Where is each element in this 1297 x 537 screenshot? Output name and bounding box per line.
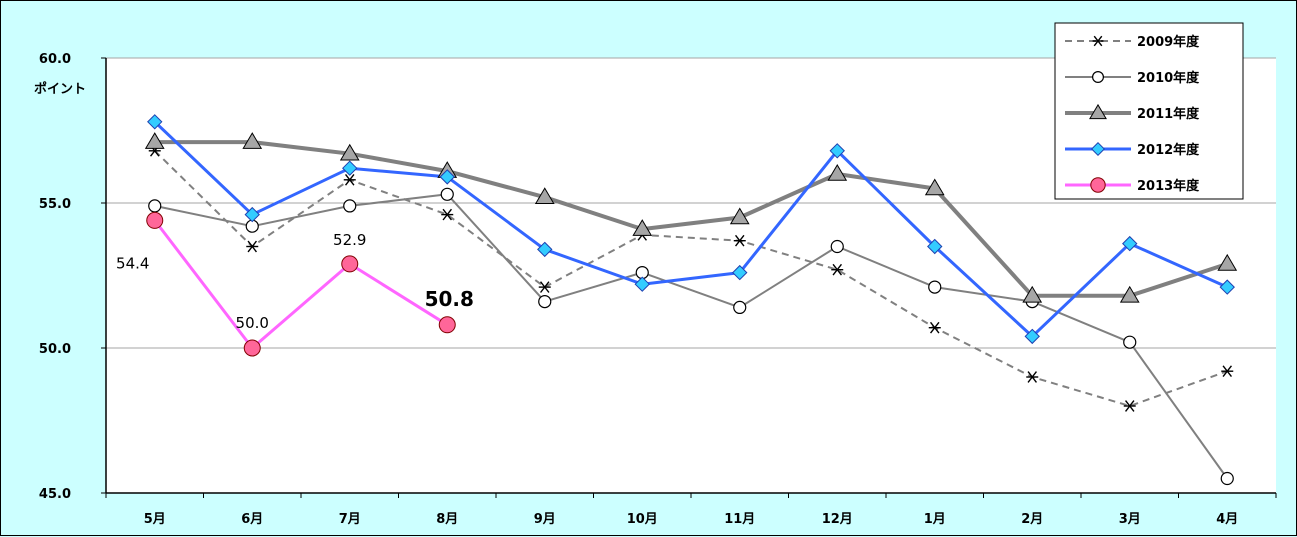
data-point — [927, 238, 943, 255]
legend-marker — [1090, 141, 1106, 157]
x-tick-label: 1月 — [924, 512, 946, 527]
data-point — [829, 143, 845, 159]
legend-marker — [1090, 177, 1106, 193]
data-point — [242, 132, 263, 149]
data-point — [538, 281, 551, 293]
legend-marker — [1092, 35, 1104, 47]
x-tick-label: 6月 — [241, 512, 263, 527]
asterisk-stroke — [734, 234, 745, 247]
data-point — [243, 339, 261, 357]
data-point — [534, 187, 555, 204]
x-tick-label: 8月 — [436, 512, 458, 527]
data-point — [928, 280, 942, 294]
data-label: 50.0 — [236, 314, 269, 332]
y-tick-label: 55.0 — [39, 197, 71, 212]
data-point — [733, 234, 746, 247]
y-tick-label: 60.0 — [39, 52, 71, 67]
data-point — [146, 211, 164, 229]
y-tick-label: 45.0 — [39, 487, 71, 502]
x-tick-label: 9月 — [534, 512, 556, 527]
series-line-2011年度 — [154, 140, 1228, 298]
data-point — [343, 199, 357, 213]
asterisk-stroke — [1124, 400, 1135, 412]
asterisk-stroke — [344, 173, 355, 186]
data-point — [537, 241, 553, 258]
legend-entry: 2012年度 — [1137, 142, 1200, 158]
x-tick-label: 2月 — [1021, 512, 1043, 527]
asterisk-stroke — [1093, 35, 1103, 47]
data-point — [928, 321, 941, 334]
legend-marker — [1091, 70, 1104, 83]
data-point — [1123, 335, 1137, 349]
data-point — [1217, 253, 1238, 271]
legend-marker — [1089, 103, 1107, 120]
legend-entry: 2013年度 — [1137, 178, 1200, 194]
data-point — [1123, 400, 1136, 412]
data-label: 52.9 — [333, 231, 366, 249]
data-point — [732, 264, 748, 281]
data-point — [342, 160, 358, 176]
y-tick-label: 50.0 — [39, 342, 71, 357]
data-point — [634, 276, 650, 292]
data-point — [538, 295, 552, 309]
data-point — [341, 255, 359, 273]
data-point — [1219, 279, 1235, 295]
data-point — [440, 187, 454, 201]
x-tick-label: 12月 — [822, 512, 853, 527]
data-point — [144, 132, 165, 149]
data-point — [148, 199, 162, 213]
data-point — [632, 219, 653, 236]
series-line-2013年度 — [153, 219, 449, 350]
x-tick-label: 5月 — [144, 512, 166, 527]
data-point — [831, 263, 844, 276]
data-point — [441, 208, 454, 221]
x-tick-label: 4月 — [1216, 512, 1238, 527]
data-point — [246, 240, 259, 253]
series-line-2010年度 — [154, 193, 1229, 480]
asterisk-stroke — [832, 263, 843, 276]
data-point — [1022, 285, 1043, 303]
y-axis-label: ポイント — [34, 81, 86, 97]
data-point — [343, 173, 356, 186]
legend-entry: 2010年度 — [1137, 70, 1200, 86]
data-point — [1122, 235, 1138, 252]
data-point — [1024, 328, 1040, 345]
asterisk-stroke — [539, 281, 550, 293]
asterisk-stroke — [1222, 365, 1233, 378]
data-point — [147, 114, 163, 130]
data-point — [827, 164, 848, 181]
data-point — [1119, 285, 1140, 303]
legend-entry: 2009年度 — [1137, 34, 1200, 50]
asterisk-stroke — [442, 208, 453, 221]
asterisk-stroke — [1027, 371, 1038, 383]
data-point — [924, 178, 945, 196]
x-tick-label: 3月 — [1119, 512, 1141, 527]
data-point — [438, 316, 456, 334]
series-line-2009年度 — [154, 150, 1228, 407]
asterisk-stroke — [247, 240, 258, 253]
legend-entry: 2011年度 — [1137, 106, 1200, 122]
data-point — [439, 169, 455, 185]
asterisk-stroke — [929, 321, 940, 334]
data-point — [1026, 371, 1039, 383]
x-tick-label: 10月 — [627, 512, 658, 527]
data-point — [729, 207, 750, 225]
data-point — [339, 143, 360, 161]
x-tick-label: 7月 — [339, 512, 361, 527]
data-point — [244, 206, 260, 223]
data-label: 54.4 — [116, 254, 149, 272]
data-point — [1220, 471, 1234, 486]
series-line-2012年度 — [153, 120, 1228, 338]
x-tick-label: 11月 — [724, 512, 755, 527]
data-point — [733, 300, 747, 314]
data-label: 50.8 — [425, 287, 474, 311]
data-point — [830, 239, 844, 254]
data-point — [1221, 365, 1234, 378]
